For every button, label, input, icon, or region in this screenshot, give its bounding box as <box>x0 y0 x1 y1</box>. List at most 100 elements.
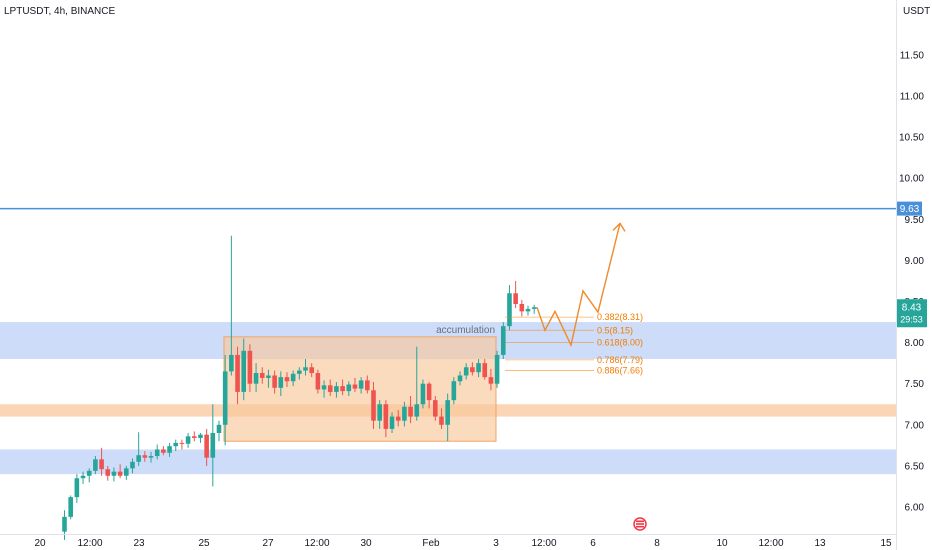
candle-body[interactable] <box>81 476 86 478</box>
tradingview-logo-icon[interactable] <box>634 518 646 530</box>
candle-body[interactable] <box>303 367 308 370</box>
candle-body[interactable] <box>396 417 401 421</box>
candle-body[interactable] <box>279 377 284 388</box>
candle-body[interactable] <box>198 435 203 438</box>
fib-level-label: 0.382(8.31) <box>597 312 643 322</box>
candle-body[interactable] <box>322 385 327 389</box>
candle-body[interactable] <box>526 309 531 311</box>
candle-body[interactable] <box>408 407 413 417</box>
candle-body[interactable] <box>377 404 382 420</box>
currency-label: USDT <box>903 6 930 17</box>
candle-body[interactable] <box>186 436 191 443</box>
candle-body[interactable] <box>297 371 302 374</box>
candle-body[interactable] <box>439 417 444 425</box>
candle-body[interactable] <box>173 443 178 446</box>
candle-body[interactable] <box>334 386 339 392</box>
candle-body[interactable] <box>414 404 419 416</box>
candle-body[interactable] <box>489 377 494 384</box>
candle-body[interactable] <box>229 355 234 371</box>
candle-body[interactable] <box>75 478 80 497</box>
candle-body[interactable] <box>359 380 364 388</box>
candle-body[interactable] <box>112 472 117 476</box>
candle-body[interactable] <box>211 433 216 458</box>
candle-countdown-label: 29:53 <box>900 314 923 324</box>
candle-body[interactable] <box>161 449 166 452</box>
candle-body[interactable] <box>192 436 197 438</box>
y-axis-tick-label: 10.50 <box>899 133 924 144</box>
candle-body[interactable] <box>513 293 518 304</box>
fib-level-label: 0.5(8.15) <box>597 325 633 335</box>
candle-body[interactable] <box>155 449 160 456</box>
candle-body[interactable] <box>62 517 67 532</box>
candle-body[interactable] <box>470 367 475 372</box>
candle-body[interactable] <box>105 469 110 476</box>
candle-body[interactable] <box>241 351 246 392</box>
x-axis-tick-label: 3 <box>493 538 499 549</box>
x-axis-tick-label: 13 <box>814 538 826 549</box>
candle-body[interactable] <box>217 425 222 433</box>
x-axis-tick-label: 12:00 <box>304 538 329 549</box>
candle-body[interactable] <box>118 472 123 476</box>
candle-body[interactable] <box>384 404 389 429</box>
candle-body[interactable] <box>482 363 487 377</box>
candle-body[interactable] <box>87 471 92 476</box>
candle-body[interactable] <box>149 456 154 458</box>
candle-body[interactable] <box>223 371 228 424</box>
fib-level-label: 0.886(7.66) <box>597 366 643 376</box>
candle-body[interactable] <box>532 307 537 309</box>
candle-body[interactable] <box>328 385 333 392</box>
candle-body[interactable] <box>458 375 463 381</box>
candle-body[interactable] <box>427 384 432 400</box>
candle-body[interactable] <box>346 385 351 392</box>
candle-body[interactable] <box>260 373 265 378</box>
candle-body[interactable] <box>180 443 185 444</box>
candle-body[interactable] <box>520 304 525 311</box>
last-price-label: 8.43 <box>902 302 922 313</box>
candle-body[interactable] <box>235 355 240 392</box>
candle-body[interactable] <box>248 351 253 384</box>
candle-body[interactable] <box>272 375 277 387</box>
y-axis-tick-label: 9.00 <box>905 256 925 267</box>
candle-body[interactable] <box>476 363 481 372</box>
fib-level-label: 0.786(7.79) <box>597 355 643 365</box>
candle-body[interactable] <box>495 355 500 384</box>
candle-body[interactable] <box>316 373 321 389</box>
candle-body[interactable] <box>445 400 450 425</box>
candle-body[interactable] <box>390 417 395 429</box>
candle-body[interactable] <box>68 497 73 517</box>
candle-body[interactable] <box>452 381 457 400</box>
y-axis-tick-label: 11.00 <box>900 92 925 103</box>
candle-body[interactable] <box>433 400 438 416</box>
candle-body[interactable] <box>204 435 209 458</box>
y-axis-tick-label: 6.00 <box>905 503 925 514</box>
candle-body[interactable] <box>365 380 370 390</box>
lower-support-zone <box>0 449 896 474</box>
x-axis-tick-label: 20 <box>34 538 46 549</box>
candle-body[interactable] <box>143 455 148 457</box>
candle-body[interactable] <box>124 468 129 475</box>
candle-body[interactable] <box>93 459 98 471</box>
candle-body[interactable] <box>421 384 426 405</box>
candle-body[interactable] <box>353 385 358 389</box>
candle-body[interactable] <box>309 367 314 373</box>
candle-body[interactable] <box>501 326 506 355</box>
candle-body[interactable] <box>266 375 271 377</box>
candle-body[interactable] <box>402 407 407 421</box>
y-axis-tick-label: 8.00 <box>905 338 925 349</box>
x-axis-tick-label: Feb <box>422 538 440 549</box>
candle-body[interactable] <box>285 377 290 381</box>
accumulation-label: accumulation <box>436 325 495 336</box>
candle-body[interactable] <box>464 367 469 375</box>
candle-body[interactable] <box>291 374 296 381</box>
candle-body[interactable] <box>340 386 345 391</box>
x-axis-tick-label: 12:00 <box>77 538 102 549</box>
candle-body[interactable] <box>167 446 172 453</box>
candle-body[interactable] <box>130 462 135 469</box>
candle-body[interactable] <box>136 455 141 462</box>
candle-body[interactable] <box>99 459 104 469</box>
candle-body[interactable] <box>371 390 376 420</box>
candle-body[interactable] <box>507 293 512 326</box>
candle-body[interactable] <box>254 373 259 384</box>
resistance-price-label: 9.63 <box>900 204 920 215</box>
